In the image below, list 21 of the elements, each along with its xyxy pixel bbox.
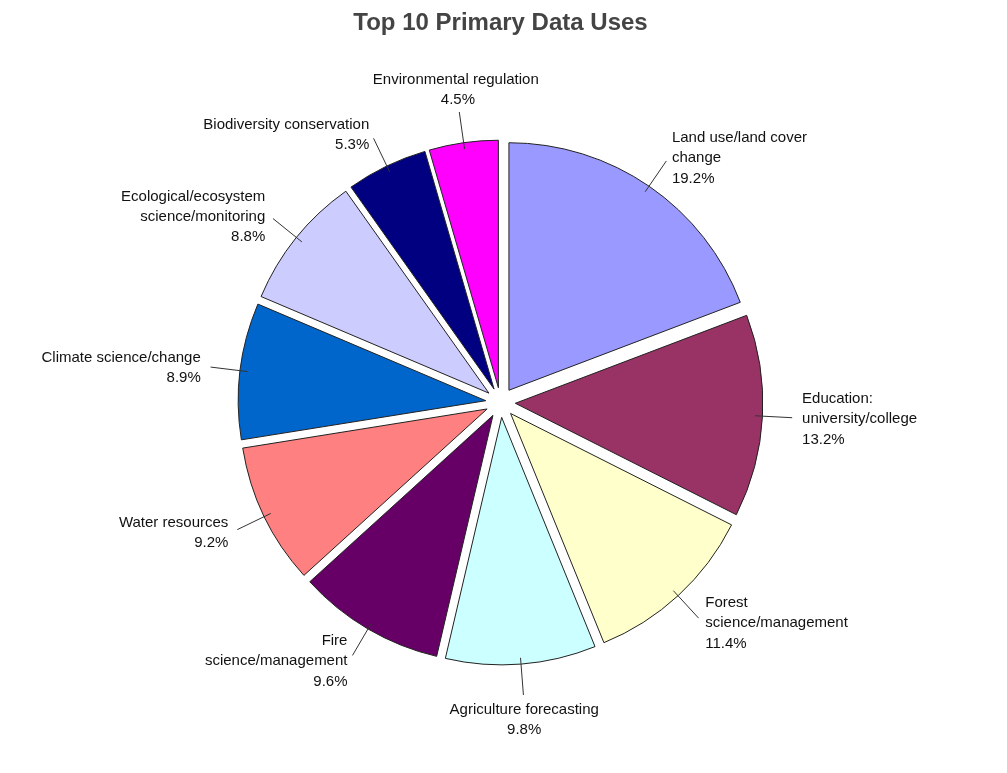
data-label: 11.4% (705, 633, 747, 651)
data-label: 9.8% (507, 720, 542, 738)
slice-label: Ecological/ecosystem science/monitoring (121, 186, 266, 224)
slice-label: Land use/land cover change (671, 128, 808, 166)
slice-label: Climate science/change (41, 347, 201, 365)
slice-label: Environmental regulation (372, 69, 539, 87)
data-label: 19.2% (671, 168, 715, 186)
chart-title: Top 10 Primary Data Uses (353, 7, 648, 35)
data-label: 5.3% (335, 135, 370, 153)
data-label: 13.2% (802, 429, 845, 447)
data-label: 9.2% (194, 533, 229, 551)
data-label: 4.5% (440, 90, 476, 108)
slice-label: Water resources (118, 513, 229, 531)
data-label: 8.8% (231, 227, 266, 245)
data-label: 9.6% (313, 671, 348, 689)
slice-label: Forest science/management (705, 592, 849, 631)
slice-label: Education: university/college (802, 389, 918, 427)
slice-label: Agriculture forecasting (449, 699, 599, 717)
slice-label: Biodiversity conservation (203, 115, 370, 133)
data-label: 8.9% (166, 368, 201, 386)
slice-label: Fire science/management (204, 630, 349, 669)
